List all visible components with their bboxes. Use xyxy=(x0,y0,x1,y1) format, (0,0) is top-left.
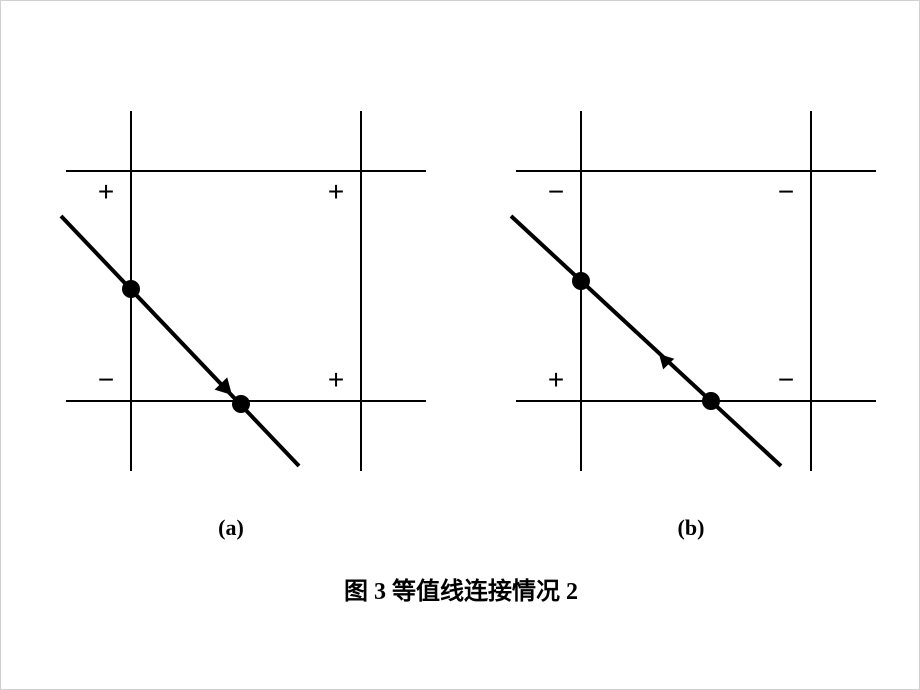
panel-b-label: (b) xyxy=(491,515,891,541)
svg-text:−: − xyxy=(778,364,794,395)
svg-text:−: − xyxy=(548,176,564,207)
slide: + + − + (a) − − + − (b) 图 3 等值线连接情况 2 xyxy=(0,0,920,690)
svg-text:+: + xyxy=(98,176,114,207)
figure-caption: 图 3 等值线连接情况 2 xyxy=(1,571,920,606)
caption-prefix: 图 xyxy=(344,579,368,605)
svg-text:−: − xyxy=(98,364,114,395)
panel-a-label: (a) xyxy=(31,515,431,541)
caption-num1: 3 xyxy=(374,579,386,605)
caption-num2: 2 xyxy=(566,579,578,605)
panel-a: ++−+ (a) xyxy=(31,71,431,491)
panels-row: ++−+ (a) −−+− (b) xyxy=(1,71,920,491)
svg-text:+: + xyxy=(548,364,564,395)
panel-b-svg: − − + − xyxy=(491,71,891,491)
svg-text:−: − xyxy=(778,176,794,207)
panel-b: −−+− (b) xyxy=(491,71,891,491)
caption-text: 等值线连接情况 xyxy=(392,579,566,605)
svg-text:+: + xyxy=(328,364,344,395)
panel-a-svg: + + − + xyxy=(31,71,431,491)
svg-text:+: + xyxy=(328,176,344,207)
